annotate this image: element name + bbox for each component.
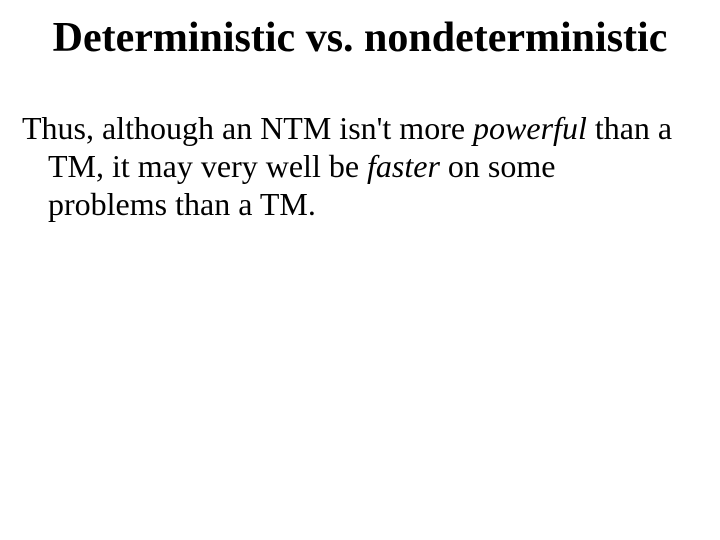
slide-body: Thus, although an NTM isn't more powerfu…	[22, 110, 680, 223]
slide: Deterministic vs. nondeterministic Thus,…	[0, 0, 720, 540]
body-italic-powerful: powerful	[473, 110, 587, 146]
slide-title: Deterministic vs. nondeterministic	[0, 14, 720, 62]
body-paragraph: Thus, although an NTM isn't more powerfu…	[22, 110, 680, 223]
body-italic-faster: faster	[367, 148, 440, 184]
body-text: Thus, although an NTM isn't more	[22, 110, 473, 146]
